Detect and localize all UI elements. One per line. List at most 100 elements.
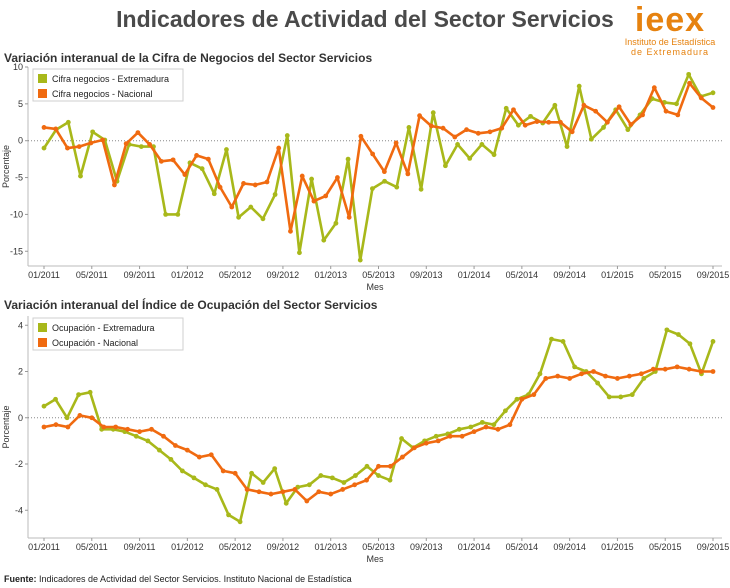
data-point (236, 215, 241, 220)
x-tick-label: 05/2011 (76, 270, 108, 280)
data-point (66, 120, 71, 125)
x-tick-label: 05/2012 (219, 542, 252, 552)
data-point (460, 434, 465, 439)
data-point (630, 392, 635, 397)
x-tick-label: 09/2011 (124, 542, 156, 552)
y-tick-label: -10 (10, 209, 23, 219)
x-axis-label: Mes (366, 282, 384, 292)
data-point (503, 408, 508, 413)
data-point (565, 144, 570, 149)
data-point (330, 475, 335, 480)
data-point (535, 119, 540, 124)
data-point (124, 141, 129, 146)
data-point (307, 482, 312, 487)
data-point (455, 142, 460, 147)
data-point (424, 441, 429, 446)
x-tick-label: 01/2011 (28, 542, 60, 552)
data-point (467, 156, 472, 161)
data-point (318, 473, 323, 478)
data-point (42, 125, 47, 130)
data-point (238, 519, 243, 524)
x-tick-label: 01/2012 (171, 542, 204, 552)
data-point (523, 123, 528, 128)
data-point (42, 425, 47, 430)
data-point (572, 364, 577, 369)
data-point (353, 473, 358, 478)
data-point (488, 129, 493, 134)
data-point (42, 404, 47, 409)
data-point (370, 186, 375, 191)
x-tick-label: 01/2011 (28, 270, 60, 280)
y-tick-label: -2 (15, 459, 23, 469)
data-point (42, 146, 47, 151)
x-tick-label: 05/2015 (649, 270, 682, 280)
data-point (365, 464, 370, 469)
x-tick-label: 01/2015 (601, 270, 634, 280)
data-point (134, 434, 139, 439)
data-point (382, 179, 387, 184)
data-point (652, 85, 657, 90)
y-tick-label: -15 (10, 246, 23, 256)
y-tick-label: -4 (15, 505, 23, 515)
data-point (272, 466, 277, 471)
data-point (555, 374, 560, 379)
data-point (434, 434, 439, 439)
turnover-chart: 10 5 0 -5 -10 -15 Porcentaje 01/2011 05/2011 09/2… (0, 62, 730, 302)
data-point (358, 258, 363, 263)
x-tick-label: 01/2014 (458, 270, 491, 280)
data-point (221, 469, 226, 474)
x-tick-label: 05/2014 (506, 542, 539, 552)
data-point (579, 371, 584, 376)
data-point (589, 137, 594, 142)
data-point (711, 105, 716, 110)
data-point (651, 367, 656, 372)
page-title: Indicadores de Actividad del Sector Serv… (0, 6, 730, 33)
data-point (625, 127, 630, 132)
data-point (297, 250, 302, 255)
x-tick-label: 05/2012 (219, 270, 252, 280)
x-tick-label: 09/2014 (553, 542, 586, 552)
data-point (504, 106, 509, 111)
x-tick-label: 09/2012 (267, 270, 300, 280)
x-tick-label: 09/2013 (410, 270, 443, 280)
data-point (405, 171, 410, 176)
data-point (76, 392, 81, 397)
data-point (376, 464, 381, 469)
data-point (226, 512, 231, 517)
data-point (334, 221, 339, 226)
data-point (581, 103, 586, 108)
legend-swatch (38, 89, 47, 98)
data-point (157, 448, 162, 453)
data-point (65, 425, 70, 430)
data-point (54, 422, 59, 427)
data-point (323, 194, 328, 199)
y-axis-label: Porcentaje (1, 145, 11, 188)
data-point (192, 475, 197, 480)
data-point (168, 457, 173, 462)
ieex-logo: ieex Instituto de Estadística de Extrema… (622, 3, 718, 57)
data-point (100, 138, 105, 143)
data-point (173, 443, 178, 448)
y-tick-label: 10 (13, 62, 23, 72)
data-point (538, 371, 543, 376)
data-point (399, 436, 404, 441)
data-point (321, 238, 326, 243)
data-point (394, 185, 399, 190)
chart-2-title: Variación interanual del Índice de Ocupa… (4, 298, 377, 312)
data-point (161, 434, 166, 439)
data-point (292, 487, 297, 492)
data-point (448, 434, 453, 439)
data-point (352, 482, 357, 487)
legend-entry: Cifra negocios - Extremadura (52, 74, 169, 84)
data-point (687, 367, 692, 372)
legend-swatch (38, 323, 47, 332)
data-point (185, 448, 190, 453)
data-point (53, 397, 58, 402)
legend-entry: Cifra negocios - Nacional (52, 89, 153, 99)
data-point (364, 478, 369, 483)
data-point (147, 142, 152, 147)
data-point (284, 501, 289, 506)
data-point (229, 205, 234, 210)
logo-subtitle-2: de Extremadura (622, 47, 718, 57)
data-point (400, 455, 405, 460)
